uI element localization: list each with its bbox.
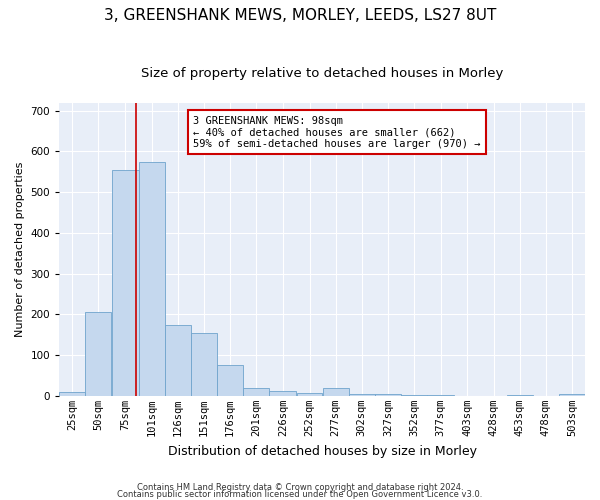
Bar: [112, 170, 139, 396]
Bar: [323, 388, 349, 396]
Bar: [375, 394, 401, 396]
Bar: [139, 162, 164, 396]
X-axis label: Distribution of detached houses by size in Morley: Distribution of detached houses by size …: [167, 444, 476, 458]
Bar: [59, 392, 85, 396]
Title: Size of property relative to detached houses in Morley: Size of property relative to detached ho…: [141, 68, 503, 80]
Bar: [559, 394, 585, 396]
Bar: [296, 392, 322, 396]
Bar: [217, 366, 243, 396]
Text: 3, GREENSHANK MEWS, MORLEY, LEEDS, LS27 8UT: 3, GREENSHANK MEWS, MORLEY, LEEDS, LS27 …: [104, 8, 496, 22]
Bar: [427, 395, 454, 396]
Y-axis label: Number of detached properties: Number of detached properties: [15, 162, 25, 337]
Bar: [401, 395, 427, 396]
Bar: [507, 395, 533, 396]
Bar: [349, 394, 375, 396]
Bar: [244, 388, 269, 396]
Text: Contains public sector information licensed under the Open Government Licence v3: Contains public sector information licen…: [118, 490, 482, 499]
Text: 3 GREENSHANK MEWS: 98sqm
← 40% of detached houses are smaller (662)
59% of semi-: 3 GREENSHANK MEWS: 98sqm ← 40% of detach…: [193, 116, 481, 149]
Bar: [85, 312, 112, 396]
Bar: [165, 324, 191, 396]
Bar: [269, 391, 296, 396]
Bar: [191, 332, 217, 396]
Text: Contains HM Land Registry data © Crown copyright and database right 2024.: Contains HM Land Registry data © Crown c…: [137, 484, 463, 492]
